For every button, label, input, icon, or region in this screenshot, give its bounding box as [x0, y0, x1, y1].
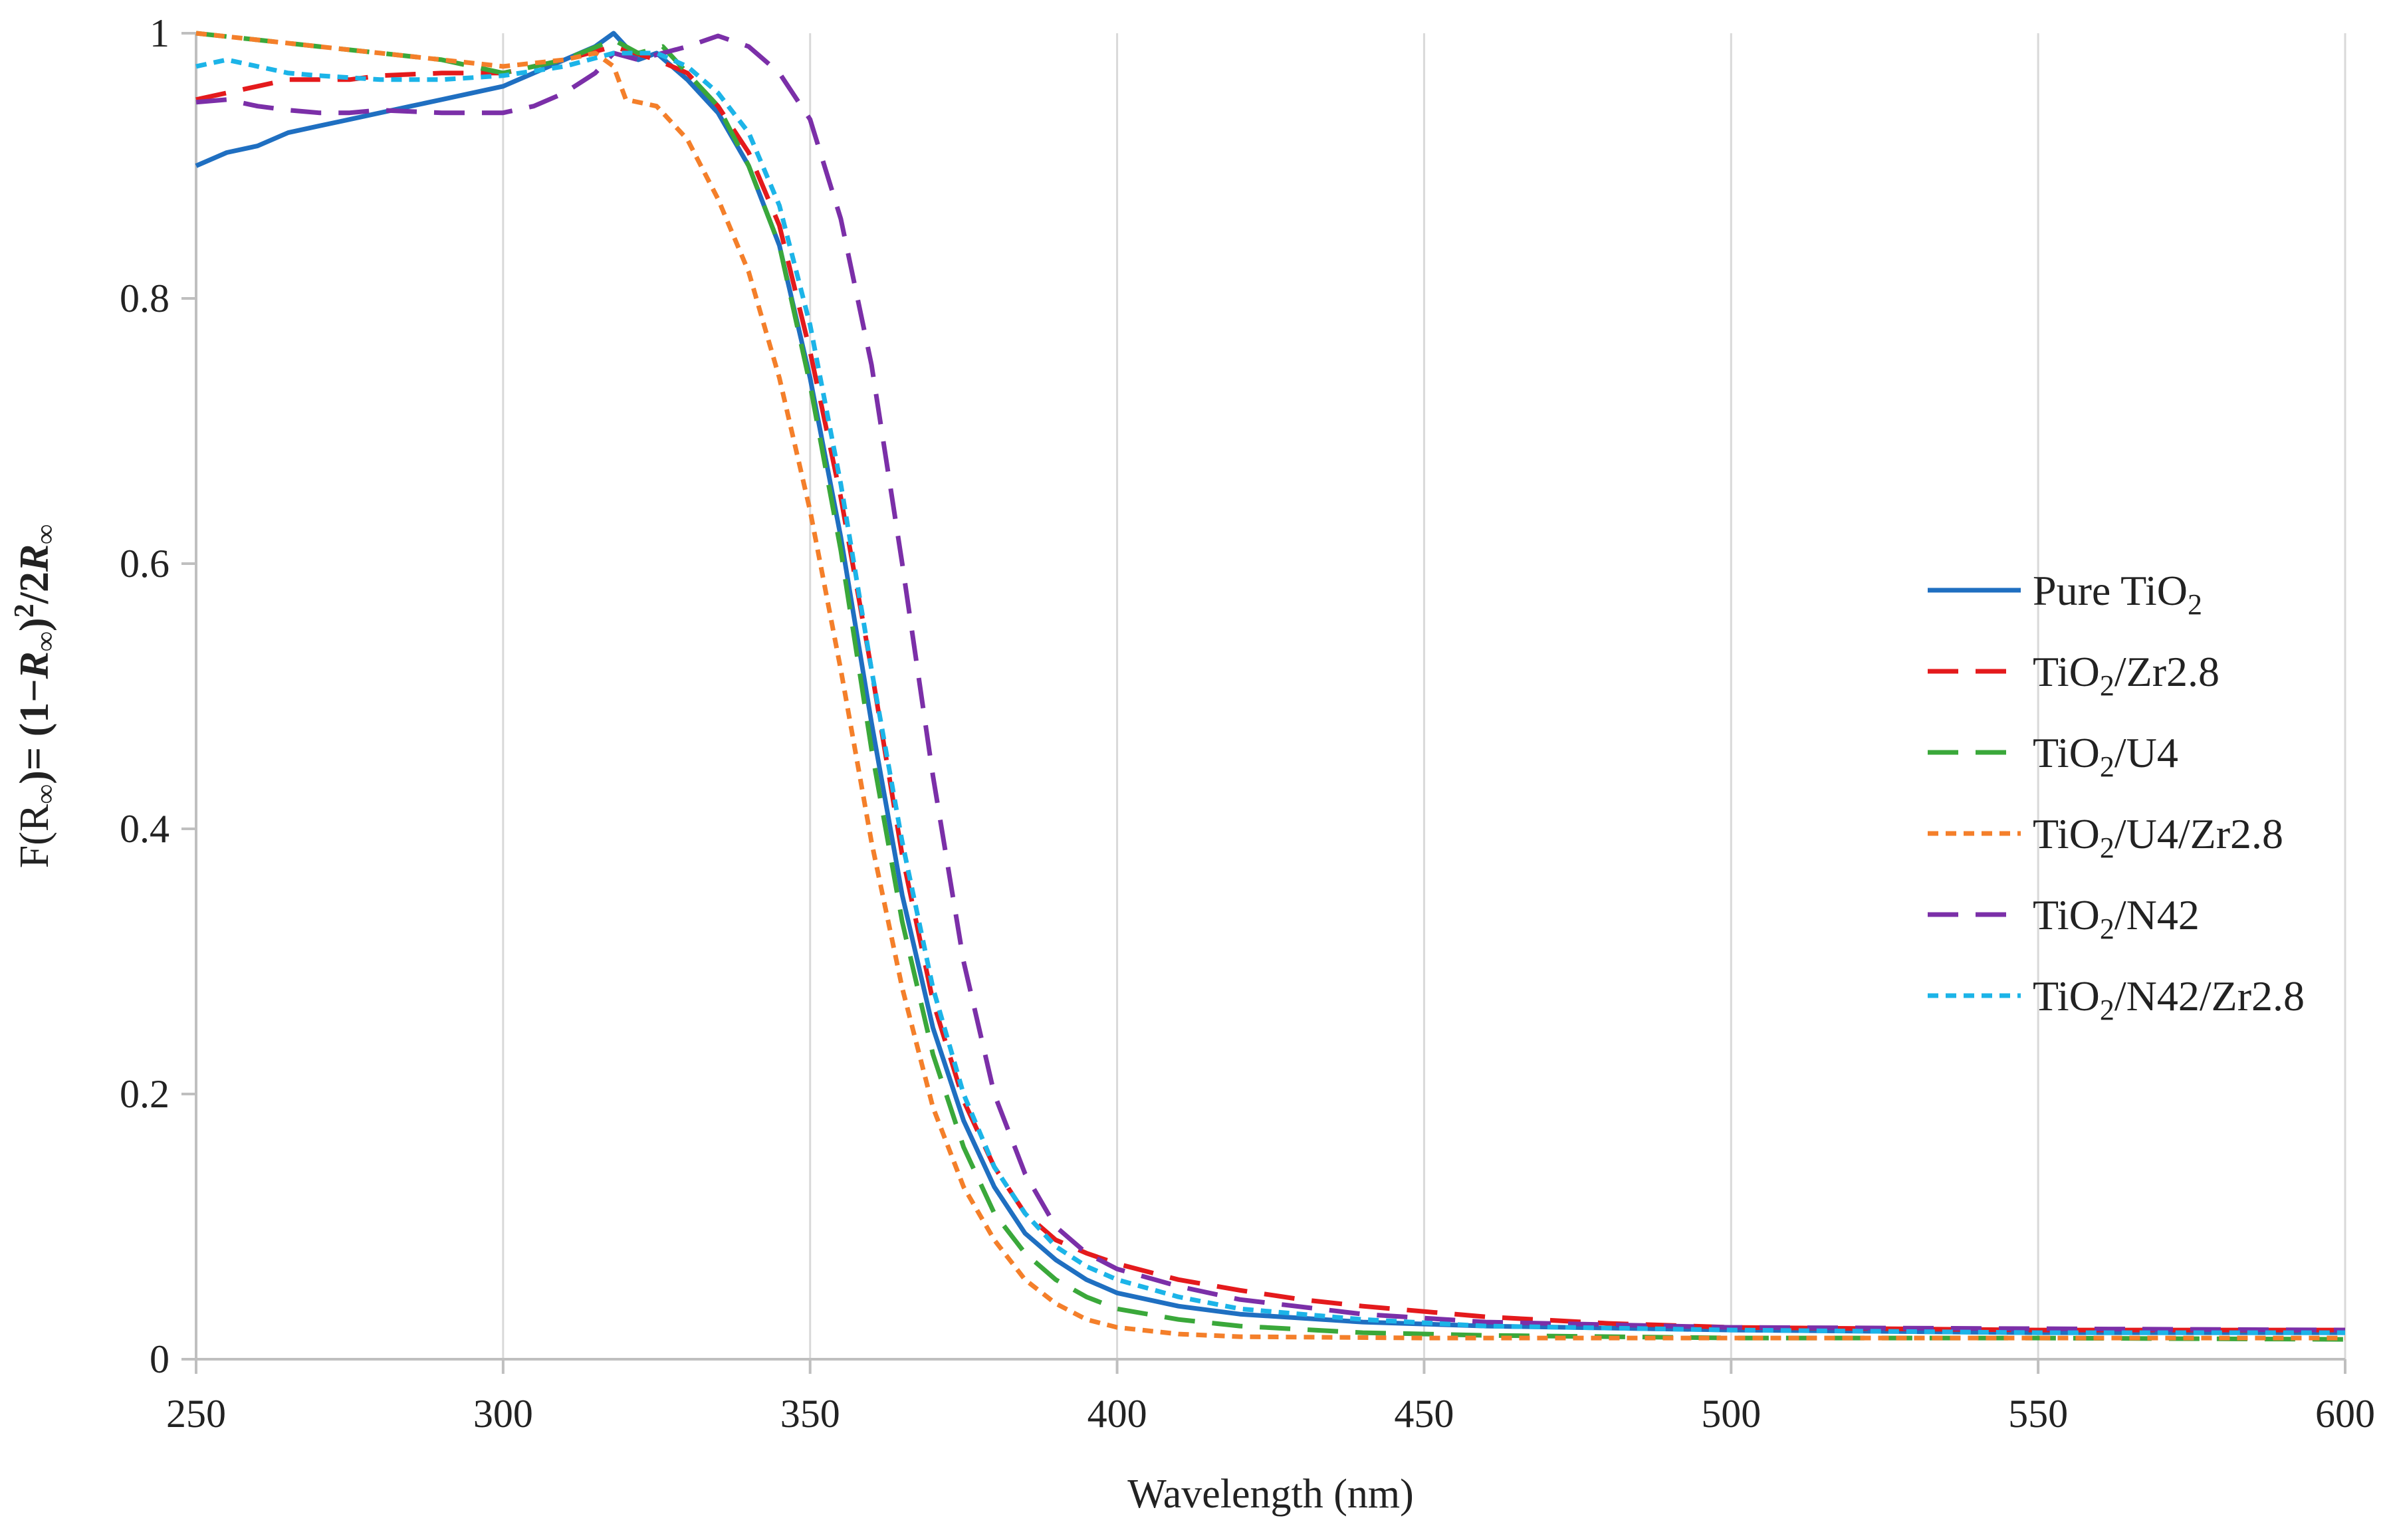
y-tick-label: 0.4 — [120, 807, 170, 851]
legend-label: TiO2/N42 — [2033, 891, 2200, 945]
legend-label: TiO2/U4 — [2033, 729, 2178, 783]
y-title-sup: 2 — [9, 604, 40, 617]
x-axis-title: Wavelength (nm) — [1127, 1472, 1414, 1517]
y-axis-title: F(R∞)= (1−R∞)2/2R∞ — [9, 524, 61, 868]
y-tick-label: 1 — [150, 11, 170, 55]
x-tick-label: 550 — [2008, 1392, 2068, 1436]
gridlines — [502, 33, 2346, 1359]
y-title-mid: )= (1− — [12, 679, 57, 784]
y-title-sub3: ∞ — [31, 524, 61, 544]
x-tick-label: 600 — [2315, 1392, 2375, 1436]
svg-text:F(R∞)= (1−R∞)2/2R∞: F(R∞)= (1−R∞)2/2R∞ — [9, 524, 61, 868]
x-tick-label: 500 — [1701, 1392, 1761, 1436]
x-tick-label: 350 — [780, 1392, 840, 1436]
axes — [181, 32, 2346, 1374]
y-title-sub1: ∞ — [31, 784, 61, 804]
y-title-slash: /2 — [12, 572, 57, 604]
legend-label: Pure TiO2 — [2033, 567, 2202, 621]
legend-label: TiO2/Zr2.8 — [2033, 648, 2220, 702]
y-title-r1: R — [12, 651, 57, 679]
tick-labels: 0 0.2 0.4 0.6 0.8 1 250 300 350 400 450 500 550 600 — [120, 11, 2375, 1436]
x-tick-label: 250 — [166, 1392, 226, 1436]
y-title-sub2: ∞ — [31, 631, 61, 651]
series-line-4 — [195, 31, 2345, 1341]
legend: Pure TiO2 TiO2/Zr2.8 TiO2/U4 TiO2/U4/Zr2.8 T… — [1928, 567, 2305, 1026]
legend-label: TiO2/N42/Zr2.8 — [2033, 972, 2305, 1026]
y-title-prefix: F(R — [12, 804, 57, 868]
series-line-3 — [195, 31, 2346, 1342]
x-tick-label: 450 — [1394, 1392, 1454, 1436]
y-title-r2: R — [12, 544, 57, 572]
x-tick-label: 400 — [1087, 1392, 1147, 1436]
x-tick-label: 300 — [473, 1392, 533, 1436]
series-line-6 — [195, 51, 2345, 1335]
series-line-2 — [195, 44, 2345, 1333]
y-tick-label: 0 — [150, 1337, 170, 1381]
series-line-5 — [195, 33, 2346, 1333]
y-title-close: ) — [12, 617, 57, 631]
series-line-1 — [195, 31, 2345, 1335]
y-tick-label: 0.8 — [120, 276, 170, 320]
y-tick-label: 0.6 — [120, 542, 170, 586]
series-lines — [195, 31, 2346, 1342]
y-tick-label: 0.2 — [120, 1072, 170, 1116]
legend-label: TiO2/U4/Zr2.8 — [2033, 810, 2283, 864]
